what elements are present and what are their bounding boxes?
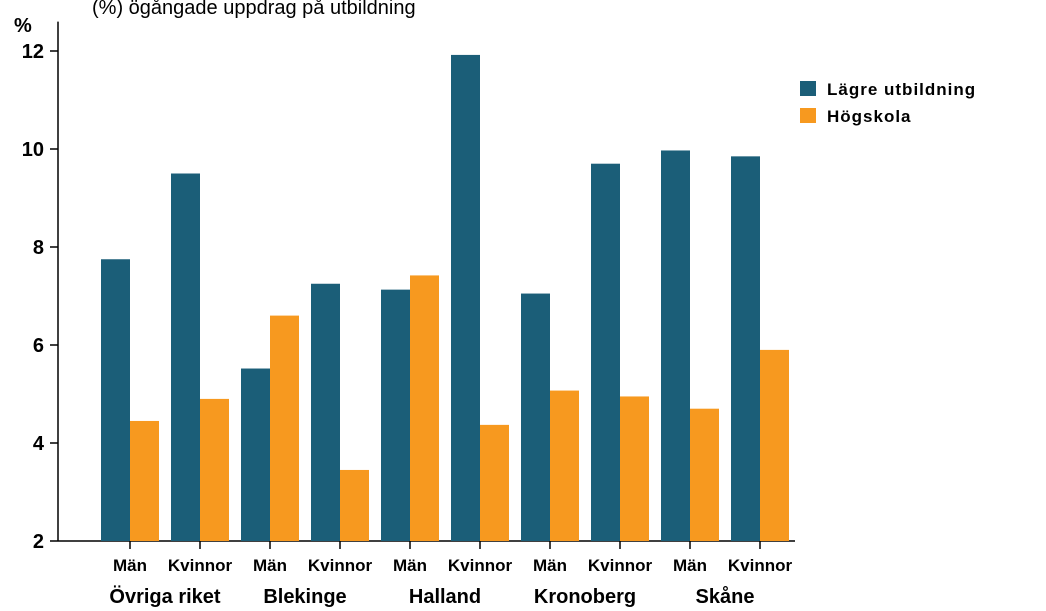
bar-hogskola xyxy=(200,398,229,541)
x-category-label: Män xyxy=(673,556,707,575)
legend-swatch xyxy=(800,81,816,96)
group-labels: Övriga riket Blekinge Halland Kronoberg Skån… xyxy=(109,585,754,608)
bar-lagre-utbildning xyxy=(171,173,200,541)
bar-lagre-utbildning xyxy=(241,368,270,541)
x-category-label: Kvinnor xyxy=(728,556,793,575)
bar-hogskola xyxy=(130,420,159,541)
bar-lagre-utbildning xyxy=(661,150,690,541)
x-category-label: Män xyxy=(253,556,287,575)
x-category-label: Män xyxy=(113,556,147,575)
y-tick-label: 4 xyxy=(33,433,45,455)
y-axis-unit-label: % xyxy=(14,15,32,37)
x-category-label: Kvinnor xyxy=(168,556,233,575)
x-group-label: Kronoberg xyxy=(534,586,636,608)
bar-hogskola xyxy=(620,396,649,541)
bar-lagre-utbildning xyxy=(591,163,620,541)
bar-lagre-utbildning xyxy=(451,54,480,542)
y-tick-label: 6 xyxy=(33,335,44,357)
bar-hogskola xyxy=(480,424,509,541)
x-category-label: Kvinnor xyxy=(448,556,513,575)
y-tick-label: 10 xyxy=(22,139,44,161)
partial-title: (%) ögångade uppdrag på utbildning xyxy=(92,0,416,19)
y-tick-label: 12 xyxy=(22,41,44,63)
legend: Lägre utbildning Högskola xyxy=(800,80,976,126)
x-category-label: Kvinnor xyxy=(588,556,653,575)
x-group-label: Blekinge xyxy=(263,586,346,608)
x-group-label: Halland xyxy=(409,586,481,608)
y-axis: 2 4 6 8 10 12 xyxy=(22,21,59,553)
x-group-label: Övriga riket xyxy=(109,585,221,608)
x-category-label: Kvinnor xyxy=(308,556,373,575)
x-axis xyxy=(58,540,795,549)
bar-hogskola xyxy=(550,390,579,541)
bar-lagre-utbildning xyxy=(381,289,410,541)
bar-hogskola xyxy=(340,469,369,541)
bar-lagre-utbildning xyxy=(311,283,340,541)
category-labels: Män Kvinnor Män Kvinnor Män Kvinnor Män Kvinnor… xyxy=(113,556,792,575)
bar-hogskola xyxy=(270,315,299,541)
bar-lagre-utbildning xyxy=(521,293,550,541)
bars xyxy=(101,54,789,542)
legend-swatch xyxy=(800,108,816,123)
legend-label: Högskola xyxy=(827,107,912,126)
bar-hogskola xyxy=(690,408,719,541)
legend-label: Lägre utbildning xyxy=(827,80,976,99)
x-category-label: Män xyxy=(533,556,567,575)
bar-lagre-utbildning xyxy=(731,156,760,541)
bar-hogskola xyxy=(410,275,439,541)
bar-hogskola xyxy=(760,349,789,541)
x-category-label: Män xyxy=(393,556,427,575)
y-tick-label: 2 xyxy=(33,531,44,553)
x-group-label: Skåne xyxy=(696,585,755,608)
bar-lagre-utbildning xyxy=(101,259,130,541)
y-tick-label: 8 xyxy=(33,237,44,259)
